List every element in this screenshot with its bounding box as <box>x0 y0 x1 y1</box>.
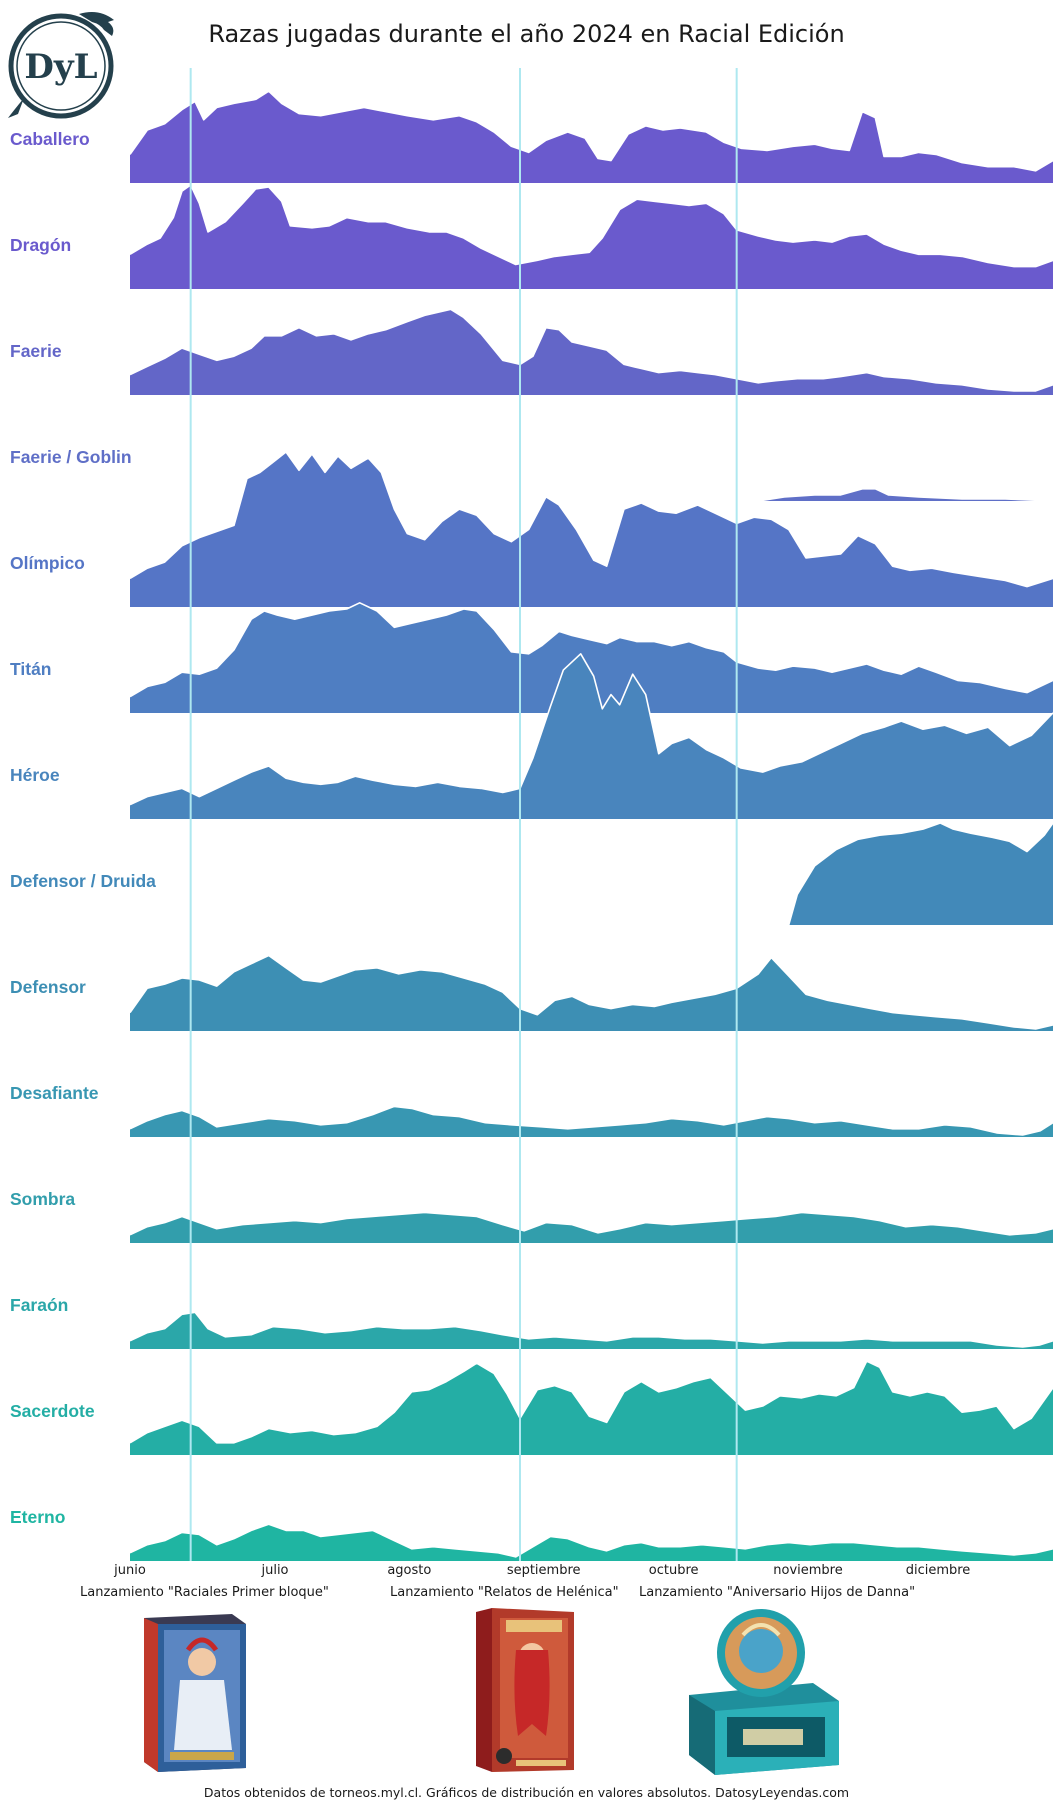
month-tick-label: octubre <box>649 1563 699 1578</box>
release-caption-1: Lanzamiento "Raciales Primer bloque" <box>80 1585 329 1600</box>
outline-defensor <box>129 954 1053 1030</box>
series-label: Caballero <box>10 129 90 149</box>
series-label: Faerie <box>10 341 62 361</box>
outline-sacerdote <box>129 1360 1053 1444</box>
month-tick-label: julio <box>260 1563 288 1578</box>
chart-title: Razas jugadas durante el año 2024 en Rac… <box>208 20 845 48</box>
series-label: Sombra <box>10 1189 75 1209</box>
raciales-primer-bloque-box-icon <box>144 1614 246 1772</box>
outline-eterno <box>129 1523 1053 1558</box>
logo-text: DyL <box>24 47 97 87</box>
area-tit-n <box>130 602 1053 713</box>
dragon-ring-logo-icon <box>8 12 114 119</box>
outline-ol-mpico <box>129 451 1053 588</box>
series-labels: Caballero Dragón Faerie Faerie / Goblin Olím… <box>10 129 156 1527</box>
release-caption-2: Lanzamiento "Relatos de Helénica" <box>390 1585 619 1600</box>
outline-caballero <box>129 90 1053 172</box>
series-label: Sacerdote <box>10 1401 95 1421</box>
release-caption-3: Lanzamiento "Aniversario Hijos de Danna" <box>639 1585 916 1600</box>
series-label: Olímpico <box>10 553 85 573</box>
series-label: Dragón <box>10 235 71 255</box>
area-sacerdote <box>130 1361 1053 1455</box>
outline-h-roe <box>129 653 1053 806</box>
release-lines <box>189 68 738 1561</box>
area-desafiante <box>130 1106 1053 1137</box>
area-fara-n <box>130 1312 1053 1349</box>
series-label: Héroe <box>10 765 60 785</box>
series-label: Titán <box>10 659 52 679</box>
month-tick-label: noviembre <box>773 1563 842 1578</box>
area-defensor-druida <box>130 823 1053 925</box>
ridgeline-areas <box>129 90 1053 1561</box>
outline-drag-n <box>129 184 1053 268</box>
area-drag-n <box>130 185 1053 289</box>
area-faerie-goblin <box>130 488 1053 501</box>
outline-fara-n <box>129 1311 1053 1348</box>
month-axis: junio julio agosto septiembre octubre noviemb… <box>113 1563 970 1578</box>
outline-faerie-goblin <box>130 488 1053 502</box>
outline-defensor-druida <box>130 822 1053 926</box>
series-label: Eterno <box>10 1507 65 1527</box>
outline-faerie <box>129 308 1053 392</box>
area-ol-mpico <box>130 452 1053 607</box>
month-tick-label: agosto <box>387 1563 431 1578</box>
month-tick-label: junio <box>113 1563 146 1578</box>
area-faerie <box>130 309 1053 395</box>
area-eterno <box>130 1524 1053 1561</box>
outline-sombra <box>129 1211 1053 1236</box>
dyl-logo: DyL <box>8 12 114 119</box>
series-label: Faerie / Goblin <box>10 447 132 467</box>
month-tick-label: diciembre <box>906 1563 971 1578</box>
outline-desafiante <box>129 1105 1053 1136</box>
area-sombra <box>130 1212 1053 1243</box>
series-label: Defensor <box>10 977 86 997</box>
outline-tit-n <box>129 602 1053 698</box>
series-label: Faraón <box>10 1295 68 1315</box>
area-caballero <box>130 91 1053 183</box>
series-label: Defensor / Druida <box>10 871 156 891</box>
series-label: Desafiante <box>10 1083 99 1103</box>
month-tick-label: septiembre <box>507 1563 581 1578</box>
relatos-de-helenica-box-icon <box>476 1608 574 1772</box>
area-defensor <box>130 955 1053 1031</box>
footer-source: Datos obtenidos de torneos.myl.cl. Gráfi… <box>203 1785 850 1800</box>
hijos-de-danna-booster-box-icon <box>689 1609 839 1775</box>
